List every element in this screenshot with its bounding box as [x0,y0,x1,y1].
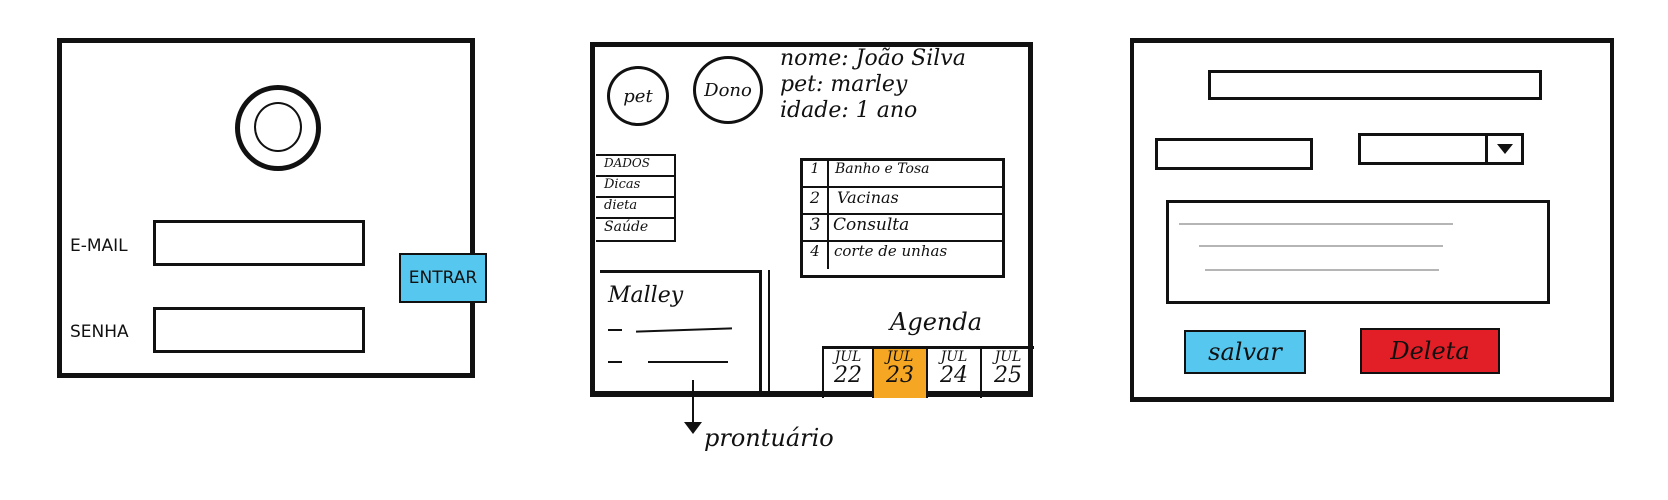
service-name: Banho e Tosa [835,161,930,177]
enter-button[interactable]: ENTRAR [399,253,487,303]
agenda-date: 24 [940,363,968,388]
pet-name: pet: marley [780,72,908,97]
triangle-down-icon [1496,144,1513,154]
select-dropdown[interactable] [1358,133,1524,165]
owner-name: nome: João Silva [780,46,966,71]
agenda-day[interactable]: JUL 25 [980,349,1034,398]
save-button-label: salvar [1208,338,1282,366]
email-field[interactable] [153,220,365,266]
row-number: 1 [803,161,829,186]
agenda-day[interactable]: JUL 24 [926,349,980,398]
service-name: corte de unhas [834,242,948,260]
arrow-head [684,422,702,434]
agenda-date: 25 [994,363,1022,388]
agenda-day[interactable]: JUL 22 [822,349,872,398]
service-name: Consulta [833,215,910,235]
menu-item-label: DADOS [604,156,650,170]
profile-screen [590,42,1033,397]
user-avatar-icon [235,85,321,171]
record-caption: prontuário [704,424,834,452]
password-field[interactable] [153,307,365,353]
row-number: 3 [803,215,829,240]
arrow-down-icon [692,380,694,428]
agenda-day-selected[interactable]: JUL 23 [872,349,926,398]
text-line [1179,223,1453,225]
owner-circle-label: Dono [704,79,752,101]
text-line [1205,269,1439,271]
agenda-month: JUL [886,349,914,365]
description-textarea[interactable] [1166,200,1550,304]
table-row[interactable]: 1 Banho e Tosa [803,161,1002,188]
dropdown-toggle[interactable] [1485,136,1521,162]
services-table: 1 Banho e Tosa 2 Vacinas 3 Consulta 4 co… [800,158,1005,278]
delete-button-label: Deleta [1390,337,1470,365]
menu-item-saude[interactable]: Saúde [596,219,674,240]
row-number: 2 [803,188,829,213]
agenda-date: 22 [834,363,862,388]
email-label: E-MAIL [70,236,128,256]
menu-item-label: Dicas [604,177,641,192]
password-label: SENHA [70,322,129,342]
record-title: Malley [608,283,684,308]
agenda-month: JUL [994,349,1022,365]
save-button[interactable]: salvar [1184,330,1306,374]
side-menu: DADOS Dicas dieta Saúde [596,154,676,242]
agenda-month: JUL [940,349,968,365]
text-input[interactable] [1155,138,1313,170]
agenda-title: Agenda [890,308,983,336]
record-inner-edge [768,270,770,396]
title-input[interactable] [1208,70,1542,100]
login-screen [57,38,475,378]
form-screen [1130,38,1614,402]
delete-button[interactable]: Deleta [1360,328,1500,374]
menu-item-label: Saúde [604,219,649,235]
table-row[interactable]: 2 Vacinas [803,188,1002,215]
medical-record-card[interactable]: Malley [600,270,762,396]
text-line [1199,245,1443,247]
pet-age: idade: 1 ano [780,98,918,123]
agenda-calendar: JUL 22 JUL 23 JUL 24 JUL 25 [822,346,1034,398]
pet-photo-circle: pet [607,66,669,126]
menu-item-dicas[interactable]: Dicas [596,177,674,198]
agenda-date: 23 [886,363,914,388]
menu-item-dados[interactable]: DADOS [596,156,674,177]
table-row[interactable]: 3 Consulta [803,215,1002,242]
table-row[interactable]: 4 corte de unhas [803,242,1002,269]
menu-item-dieta[interactable]: dieta [596,198,674,219]
owner-photo-circle: Dono [693,56,763,124]
row-number: 4 [803,242,829,269]
pet-circle-label: pet [623,85,653,107]
enter-button-label: ENTRAR [408,268,478,288]
agenda-month: JUL [834,349,862,365]
menu-item-label: dieta [604,198,638,213]
service-name: Vacinas [837,188,899,207]
